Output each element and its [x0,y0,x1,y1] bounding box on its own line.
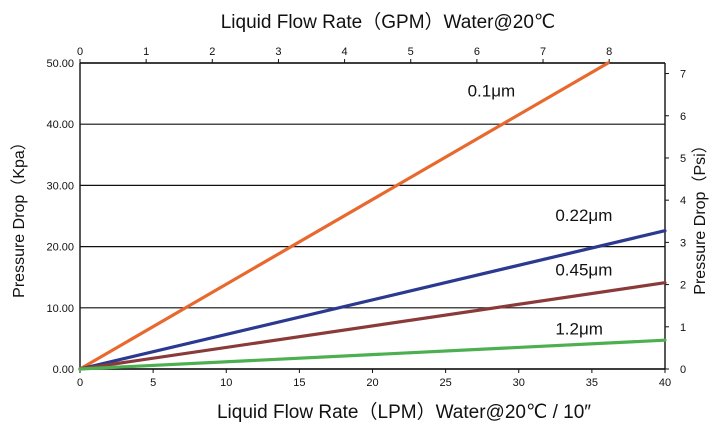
y-tick-label: 30.00 [46,180,74,192]
top-tick-label: 5 [408,46,414,58]
top-tick-label: 6 [474,46,480,58]
x-tick-label: 40 [659,377,671,389]
x-tick-label: 0 [77,377,83,389]
y-tick-label: 20.00 [46,242,74,254]
y-tick-label: 0.00 [53,364,74,376]
series-line-3 [78,338,667,371]
right-tick-label: 5 [680,153,686,165]
series-line-0 [78,61,610,371]
top-tick-label: 0 [77,46,83,58]
x-tick-label: 10 [220,377,232,389]
top-tick-label: 7 [540,46,546,58]
x-tick-label: 5 [150,377,156,389]
series-line-2 [78,281,667,371]
series-lines [78,61,667,371]
right-tick-label: 1 [680,322,686,334]
series-label-0: 0.1μm [468,82,516,101]
series-labels: 0.1μm 0.22μm 0.45μm 1.2μm [468,82,613,339]
series-label-1: 0.22μm [555,206,612,225]
axes [79,59,669,373]
top-tick-label: 8 [606,46,612,58]
x-tick-label: 20 [366,377,378,389]
top-tick-label: 2 [209,46,215,58]
x-axis-label: Liquid Flow Rate（LPM）Water@20℃ / 10″ [217,401,591,423]
x-tick-label: 30 [513,377,525,389]
x-tick-label: 15 [293,377,305,389]
top-tick-label: 4 [342,46,348,58]
top-tick-label: 1 [143,46,149,58]
x-tick-label: 25 [440,377,452,389]
x-tick-label: 35 [586,377,598,389]
right-tick-label: 2 [680,280,686,292]
y-tick-label: 50.00 [46,58,74,70]
right-tick-label: 0 [680,364,686,376]
y-axis-label: Pressure Drop（Kpa） [10,134,28,298]
right-tick-label: 7 [680,69,686,81]
right-tick-label: 6 [680,111,686,123]
chart-title: Liquid Flow Rate（GPM）Water@20℃ [221,11,556,33]
y2-axis-label: Pressure Drop（Psi） [691,137,709,294]
series-label-2: 0.45μm [555,260,612,279]
y-tick-label: 40.00 [46,119,74,131]
y-tick-label: 10.00 [46,303,74,315]
top-tick-label: 3 [275,46,281,58]
right-tick-label: 4 [680,195,686,207]
series-label-3: 1.2μm [555,320,603,339]
right-tick-label: 3 [680,237,686,249]
series-line-1 [78,229,667,371]
